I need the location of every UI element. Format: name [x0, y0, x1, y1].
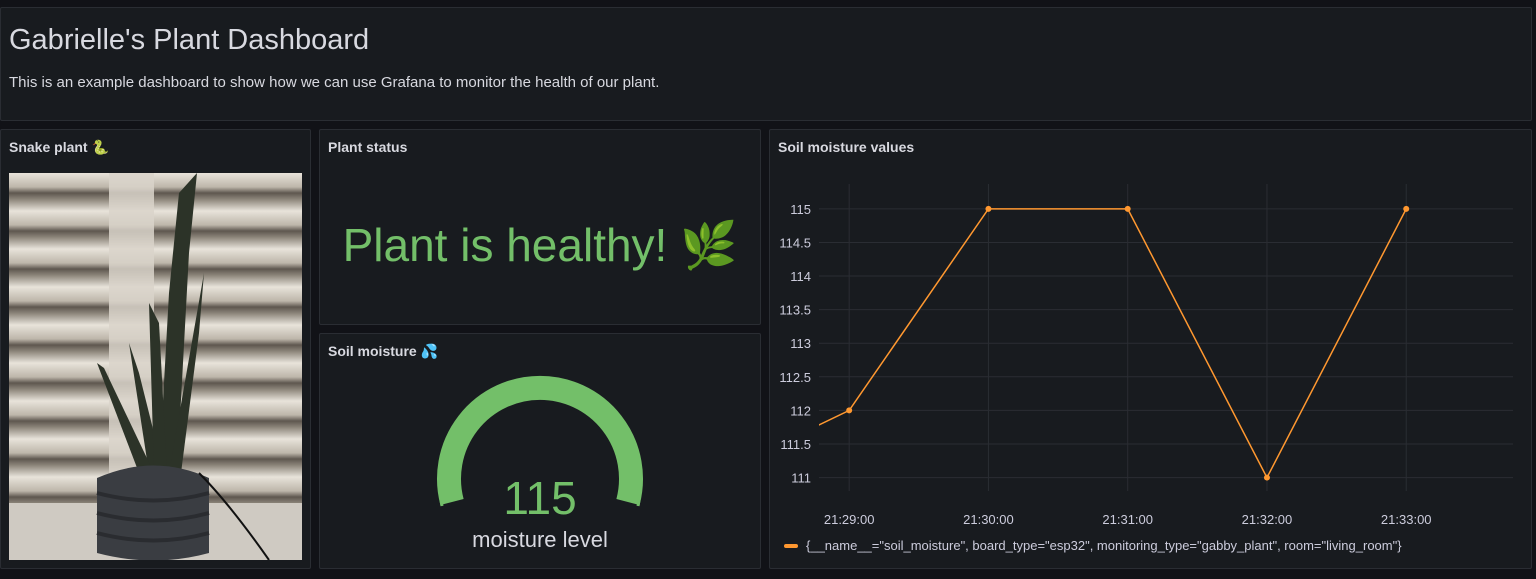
dashboard-title: Gabrielle's Plant Dashboard	[9, 24, 370, 56]
panel-title: Soil moisture 💦	[328, 343, 439, 359]
gauge-value: 115	[503, 472, 576, 524]
snake-plant-panel: Snake plant 🐍	[0, 129, 311, 569]
panel-title: Soil moisture values	[778, 139, 915, 155]
timeseries-chart[interactable]: 111 111.5 112 112.5 113 113.5 114 114.5 115 21:29…	[770, 130, 1533, 530]
gauge-value-arc	[437, 375, 643, 506]
x-tick-label: 21:29:00	[824, 512, 875, 527]
y-tick-label: 113.5	[779, 303, 811, 318]
x-tick-label: 21:32:00	[1242, 512, 1293, 527]
data-point	[1124, 205, 1131, 212]
data-point	[846, 407, 853, 414]
data-point	[1263, 474, 1270, 481]
x-tick-label: 21:31:00	[1102, 512, 1153, 527]
panel-title: Snake plant 🐍	[9, 139, 109, 155]
dashboard-header-panel: Gabrielle's Plant Dashboard This is an e…	[0, 7, 1532, 121]
y-tick-label: 112	[790, 403, 811, 418]
panel-title: Plant status	[328, 139, 408, 155]
x-tick-label: 21:33:00	[1381, 512, 1432, 527]
plant-status-panel: Plant status Plant is healthy! 🌿	[319, 129, 761, 325]
data-point	[1403, 205, 1410, 212]
dashboard-description: This is an example dashboard to show how…	[9, 74, 660, 91]
gauge: 115 moisture level	[437, 375, 643, 552]
series-line	[819, 208, 1407, 480]
series-name: {__name__="soil_moisture", board_type="e…	[806, 538, 1402, 553]
x-tick-label: 21:30:00	[963, 512, 1014, 527]
status-message: Plant is healthy! 🌿	[342, 219, 738, 271]
gauge-label: moisture level	[472, 527, 608, 552]
y-tick-label: 111.5	[780, 437, 811, 452]
legend-item[interactable]: {__name__="soil_moisture", board_type="e…	[784, 538, 1402, 553]
y-tick-label: 111	[791, 471, 811, 486]
series-color-swatch	[784, 543, 798, 548]
y-tick-label: 114	[790, 269, 811, 284]
y-tick-label: 115	[790, 202, 811, 217]
y-tick-label: 113	[790, 336, 811, 351]
data-point	[985, 205, 992, 212]
soil-moisture-gauge-panel: Soil moisture 💦 115 moisture level	[319, 333, 761, 569]
soil-moisture-timeseries-panel: Soil moisture values 111 111.5 112 112.5 113…	[769, 129, 1532, 569]
plant-photo	[9, 173, 302, 560]
y-tick-label: 114.5	[779, 235, 811, 250]
y-tick-label: 112.5	[779, 370, 811, 385]
